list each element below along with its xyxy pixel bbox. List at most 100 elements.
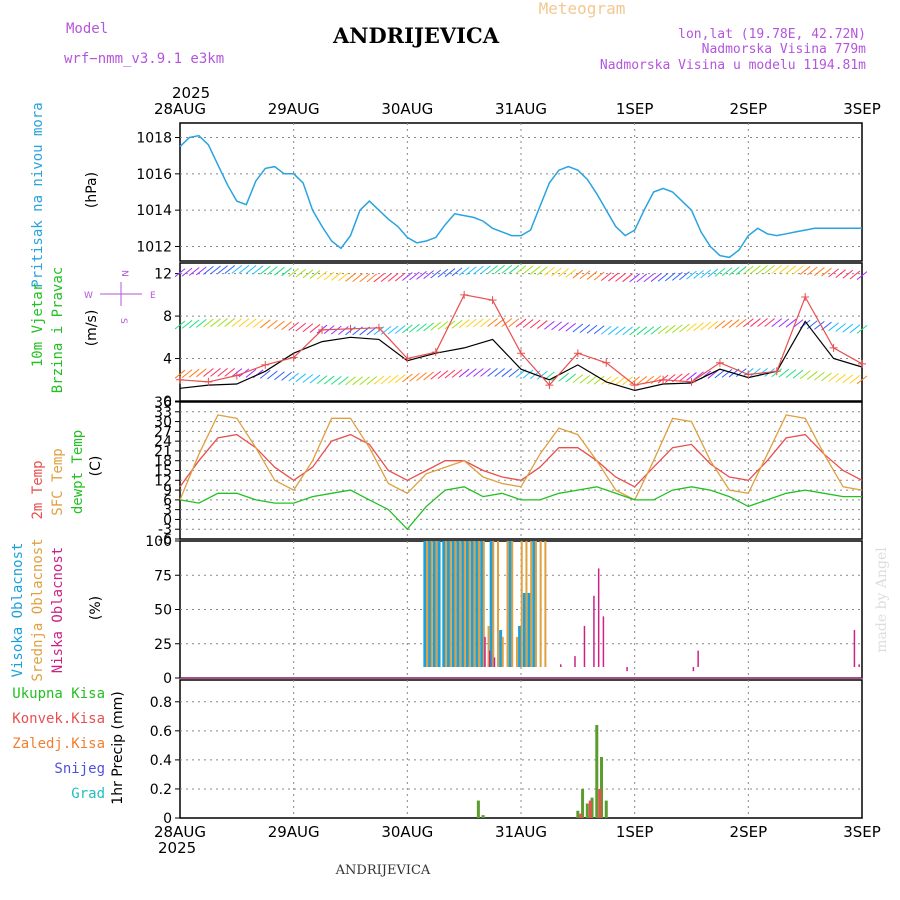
wind-arrow: [600, 325, 612, 335]
wind-arrow: [828, 268, 839, 278]
wind-arrow: [345, 376, 356, 386]
wind-arrow: [309, 324, 321, 333]
wind-arrow: [302, 269, 314, 279]
wind-compass: N S W E: [84, 270, 156, 324]
wind-arrow: [778, 318, 790, 328]
gust-marker: [687, 377, 696, 386]
y-tick-label: 0.6: [150, 724, 172, 740]
wind-arrow: [600, 272, 612, 281]
wind-arrow: [458, 368, 470, 378]
wind-arrow: [430, 321, 442, 331]
wind-arrow: [735, 368, 747, 378]
wind-arrow: [842, 323, 854, 333]
wind-arrow: [203, 318, 214, 328]
wind-arrow: [686, 270, 697, 280]
wind-arrow: [593, 375, 605, 385]
wind-arrow: [437, 268, 449, 278]
wind-arrow: [757, 265, 768, 274]
wind-arrow: [785, 265, 797, 275]
precip-bar: [590, 797, 594, 818]
wind-arrow: [664, 324, 676, 334]
wind-arrow: [394, 272, 406, 282]
y-tick-label: 0: [163, 811, 172, 827]
wind-arrow: [586, 375, 598, 385]
wind-ylabel: (m/s): [84, 310, 100, 347]
precip-bar: [576, 810, 580, 818]
wind-arrow: [458, 319, 470, 329]
wind-arrow: [188, 267, 200, 276]
wind-arrow: [849, 270, 861, 280]
bottom-date-label: 3SEP: [843, 823, 881, 841]
wind-arrow: [608, 326, 619, 335]
wind-arrow: [771, 318, 783, 327]
gust-marker: [829, 343, 838, 352]
top-date-label: 2SEP: [730, 100, 768, 118]
wind-arrow: [330, 376, 342, 385]
gust-marker: [801, 292, 810, 301]
gust-marker: [232, 371, 241, 380]
wind-arrow: [643, 326, 655, 335]
gust-marker: [858, 359, 866, 368]
y-tick-label: 12: [154, 267, 172, 283]
wind-arrow: [181, 320, 193, 329]
wind-arrow: [224, 318, 236, 327]
wind-arrow: [700, 269, 712, 279]
wind-arrow: [174, 369, 186, 379]
wind-arrow: [814, 321, 825, 330]
gust-marker: [346, 324, 355, 333]
wind-arrow: [245, 318, 257, 328]
y-tick-label: 1014: [136, 203, 172, 219]
compass-north: N: [119, 270, 129, 277]
wind-panel: 0 4 8 12: [154, 262, 868, 410]
wind-arrow: [473, 318, 484, 328]
wind-arrow: [714, 320, 726, 330]
wind-arrow: [458, 266, 470, 276]
wind-arrow: [203, 265, 214, 275]
y-tick-label: 0.4: [150, 753, 172, 769]
wind-arrow: [565, 373, 577, 383]
wind-arrow: [565, 322, 577, 332]
wind-arrow: [380, 273, 392, 283]
wind-arrow: [622, 326, 633, 336]
wind-arrow: [707, 370, 719, 379]
legend-zaledj-kisa: Zaledj.Kisa: [12, 736, 105, 752]
wind-arrow: [508, 368, 520, 378]
wind-arrow: [423, 270, 434, 280]
wind-arrow: [750, 265, 761, 275]
wind-arrow: [856, 375, 868, 385]
wind-arrow: [394, 325, 406, 334]
wind-arrow: [274, 371, 285, 381]
gust-marker: [431, 348, 440, 357]
wind-arrow: [480, 265, 491, 275]
legend-grad: Grad: [71, 786, 105, 802]
wind-arrow: [210, 318, 221, 328]
legend-ukupna-kisa: Ukupna Kisa: [12, 686, 105, 702]
wind-arrow: [835, 269, 846, 278]
gust-marker: [602, 358, 611, 367]
dew-title: dewpt Temp: [70, 430, 86, 514]
wind-title-a: 10m Vjetar: [30, 283, 46, 367]
temp-ylabel: (C): [88, 456, 104, 477]
wind-arrow: [778, 265, 790, 274]
wind-arrow: [231, 264, 243, 274]
wind-arrow: [174, 268, 186, 278]
precip-bar: [604, 800, 608, 818]
model-label: Model: [66, 21, 108, 37]
wind-arrow: [238, 265, 250, 274]
wind-arrow: [849, 375, 861, 384]
wind-arrow: [537, 266, 548, 276]
wind-arrow: [267, 266, 278, 276]
wind-arrow: [380, 325, 392, 335]
wind-arrow: [537, 370, 548, 380]
wind-arrow: [267, 319, 278, 329]
wind-arrow: [806, 320, 818, 330]
bottom-year-label: 2025: [158, 839, 196, 857]
wind-arrow: [281, 267, 292, 277]
top-date-label: 28AUG: [154, 100, 206, 118]
wind-arrow: [238, 318, 250, 328]
wind-arrow: [437, 321, 449, 330]
wind-arrow: [814, 371, 825, 381]
wind-arrow: [252, 265, 264, 275]
